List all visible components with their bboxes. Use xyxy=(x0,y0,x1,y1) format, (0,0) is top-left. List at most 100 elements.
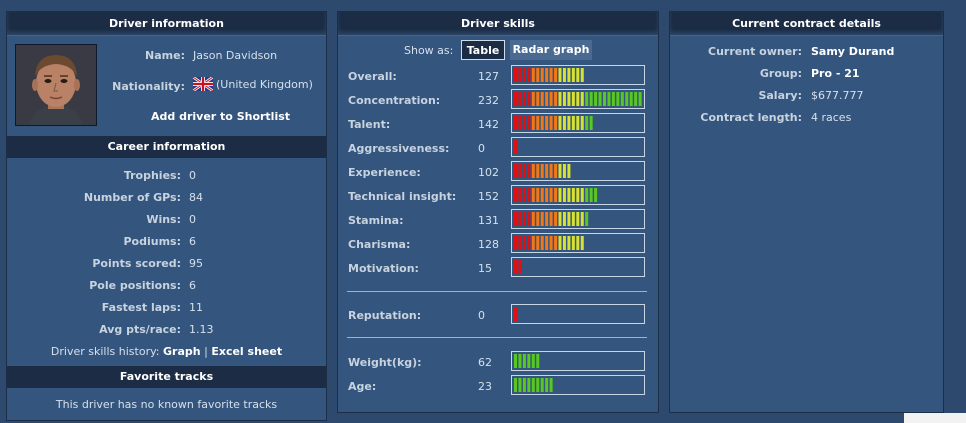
skill-bar xyxy=(511,233,645,253)
skill-bar-segments xyxy=(514,378,553,392)
skill-bar-segment xyxy=(603,92,606,106)
skill-value: 15 xyxy=(478,262,492,275)
skill-bar-segment xyxy=(518,236,522,250)
skill-bar-segment xyxy=(554,92,558,106)
skill-bar-segment xyxy=(536,188,540,202)
skill-bar-segment xyxy=(571,68,575,82)
skill-bar-segment xyxy=(540,92,544,106)
skill-bar-segment xyxy=(545,68,549,82)
skill-bar-segment xyxy=(531,378,535,392)
skill-bar-segment xyxy=(545,378,549,392)
career-stat-label: Number of GPs: xyxy=(83,191,181,204)
skill-bar-segment xyxy=(567,236,571,250)
skill-bar-segment xyxy=(576,92,580,106)
skill-bar-segment xyxy=(536,68,540,82)
skill-bar-segment xyxy=(558,212,562,226)
radar-graph-button[interactable]: Radar graph xyxy=(510,40,592,60)
skill-bar-segment xyxy=(531,68,535,82)
add-to-shortlist-link[interactable]: Add driver to Shortlist xyxy=(151,110,291,123)
skill-bar-segment xyxy=(514,188,517,202)
skill-bar-segment xyxy=(576,212,580,226)
skill-bar-segment xyxy=(594,92,598,106)
skill-label: Reputation: xyxy=(348,309,422,322)
skill-bar-segment xyxy=(514,236,517,250)
driver-skills-header: Driver skills xyxy=(338,12,658,36)
skill-bar-segments xyxy=(514,188,598,202)
career-stat-label: Wins: xyxy=(146,213,181,226)
skill-bar-segment xyxy=(562,92,566,106)
skill-bar-segment xyxy=(518,260,522,274)
skill-bar-segment xyxy=(567,188,571,202)
nationality-label: Nationality: xyxy=(112,80,185,93)
skill-bar-segment xyxy=(549,68,553,82)
skill-value: 102 xyxy=(478,166,499,179)
skill-value: 232 xyxy=(478,94,499,107)
skill-bar-segment xyxy=(554,164,558,178)
skill-bar xyxy=(511,375,645,395)
skill-bar-segments xyxy=(514,68,584,82)
skill-bar-segment xyxy=(536,92,540,106)
skill-value: 23 xyxy=(478,380,492,393)
career-stat-value: 6 xyxy=(189,279,196,292)
career-stat-label: Pole positions: xyxy=(89,279,181,292)
skills-history-excel-link[interactable]: Excel sheet xyxy=(211,345,283,358)
skill-bar-segment xyxy=(580,68,584,82)
driver-skills-panel: Driver skills Show as: Table Radar graph… xyxy=(337,11,659,413)
skill-bar-segment xyxy=(562,212,566,226)
contract-details-panel: Current contract details Current owner: S… xyxy=(669,11,944,413)
skill-bar-segment xyxy=(514,378,517,392)
skill-bar-segment xyxy=(571,236,575,250)
skill-bar-segment xyxy=(545,92,549,106)
career-stat-label: Fastest laps: xyxy=(101,301,181,314)
career-stat-value: 6 xyxy=(189,235,196,248)
skill-bar-segment xyxy=(540,188,544,202)
skill-bar-segment xyxy=(531,164,535,178)
skills-history-graph-link[interactable]: Graph xyxy=(163,345,201,358)
skill-bar-segment xyxy=(549,378,553,392)
nationality-text: (United Kingdom) xyxy=(216,78,313,91)
skill-bar-segment xyxy=(598,92,602,106)
career-stat-value: 11 xyxy=(189,301,203,314)
skill-bar-segment xyxy=(522,354,526,368)
skill-bar-fill xyxy=(514,236,586,250)
skill-bar-segments xyxy=(514,307,517,321)
skill-bar-segment xyxy=(607,92,611,106)
table-view-button[interactable]: Table xyxy=(461,40,505,60)
skill-bar-segment xyxy=(567,92,571,106)
career-stat-value: 95 xyxy=(189,257,203,270)
skill-value: 0 xyxy=(478,142,485,155)
career-stat-label: Points scored: xyxy=(92,257,181,270)
skill-bar-segment xyxy=(576,236,580,250)
skill-bar-segment xyxy=(571,92,575,106)
skills-history-separator: | xyxy=(204,345,208,358)
skill-bar-segment xyxy=(580,236,584,250)
skill-bar-segment xyxy=(567,212,571,226)
skill-bar-segment xyxy=(589,188,593,202)
skill-bar-segments xyxy=(514,140,517,154)
skill-bar-fill xyxy=(514,164,572,178)
skill-bar-fill xyxy=(514,307,519,321)
skill-bar-segment xyxy=(514,260,517,274)
skill-label: Stamina: xyxy=(348,214,404,227)
skill-bar xyxy=(511,65,645,85)
skill-bar-segment xyxy=(562,188,566,202)
skill-bar-segment xyxy=(567,68,571,82)
skill-bar-fill xyxy=(514,260,523,274)
skill-bar-segment xyxy=(518,164,522,178)
skill-value: 128 xyxy=(478,238,499,251)
skill-bar-segment xyxy=(527,164,531,178)
skill-bar-segment xyxy=(518,354,522,368)
skill-bar-segment xyxy=(540,116,544,130)
skill-bar-segment xyxy=(549,164,553,178)
skill-label: Concentration: xyxy=(348,94,441,107)
driver-avatar xyxy=(15,44,97,126)
contract-value: $677.777 xyxy=(811,89,864,102)
skill-bar xyxy=(511,137,645,157)
skill-bar-segment xyxy=(638,92,642,106)
skill-bar-segment xyxy=(536,236,540,250)
skill-bar-fill xyxy=(514,92,644,106)
skill-label: Experience: xyxy=(348,166,421,179)
skill-bar-segment xyxy=(567,116,571,130)
skill-bar-segment xyxy=(549,212,553,226)
career-stat-label: Avg pts/race: xyxy=(99,323,181,336)
